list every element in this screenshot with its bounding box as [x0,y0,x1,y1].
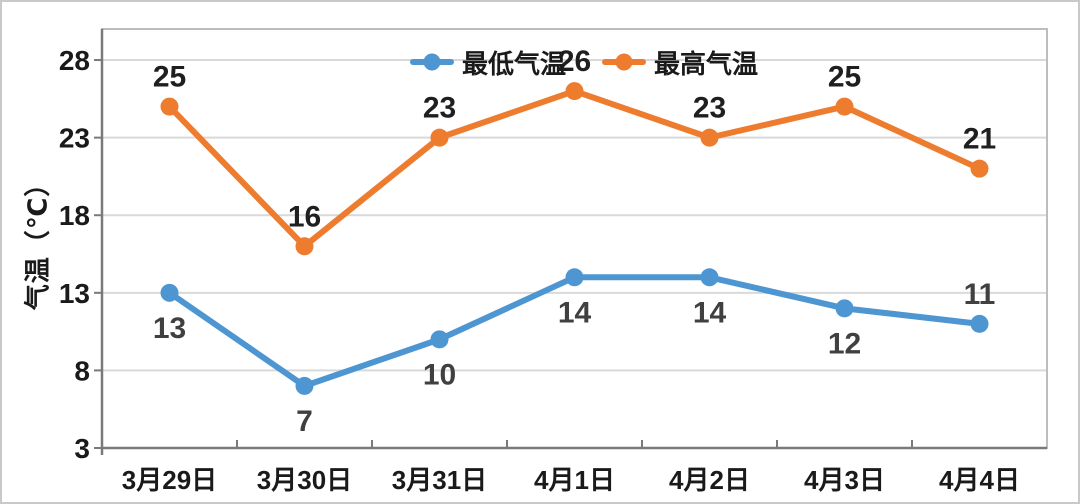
max-temp-point [700,128,719,147]
legend-label-min-temp: 最低气温 [462,48,567,79]
min-temp-point [295,376,314,395]
max-temp-point [565,82,584,101]
x-tick-label: 3月29日 [122,465,217,495]
y-tick-label: 8 [74,355,90,386]
x-tick-label: 4月3日 [804,465,885,495]
x-tick-label: 4月2日 [669,465,750,495]
min-temp-point [565,268,584,287]
min-temp-point [970,314,989,333]
min-temp-data-label: 11 [964,278,996,311]
max-temp-data-label: 25 [153,61,186,94]
y-tick-label: 23 [59,123,90,154]
min-temp-point [835,299,854,318]
min-temp-data-label: 14 [558,296,592,329]
legend-item-min-temp: 最低气温 [410,44,566,81]
x-tick-label: 4月1日 [534,465,615,495]
x-tick-label: 3月30日 [257,465,352,495]
min-temp-data-label: 7 [296,405,313,438]
y-tick-label: 3 [74,433,90,464]
min-temp-data-label: 10 [423,358,456,391]
min-temp-data-label: 12 [828,327,861,360]
min-temp-data-label: 14 [693,296,727,329]
min-temp-point [160,283,179,302]
legend-item-max-temp: 最高气温 [602,44,758,81]
max-temp-data-label: 23 [423,92,456,125]
max-temp-point [295,237,314,256]
legend-label-max-temp: 最高气温 [654,48,759,79]
y-tick-label: 28 [59,45,90,76]
min-temp-data-label: 13 [153,312,186,345]
min-temp-point [700,268,719,287]
max-temp-point [835,97,854,116]
max-temp-point [430,128,449,147]
legend: 最低气温 最高气温 [410,44,758,81]
y-tick-label: 13 [59,278,90,309]
max-temp-point [160,97,179,116]
y-tick-label: 18 [59,200,90,231]
max-temp-legend-marker-icon [602,53,647,71]
max-temp-data-label: 21 [963,123,996,156]
max-temp-data-label: 26 [558,45,591,78]
max-temp-point [970,159,989,178]
max-temp-data-label: 23 [693,92,726,125]
min-temp-legend-marker-icon [410,53,454,71]
min-temp-point [430,330,449,349]
max-temp-data-label: 25 [828,61,861,94]
max-temp-data-label: 16 [288,200,321,233]
x-tick-label: 3月31日 [392,465,487,495]
x-tick-label: 4月4日 [939,465,1020,495]
